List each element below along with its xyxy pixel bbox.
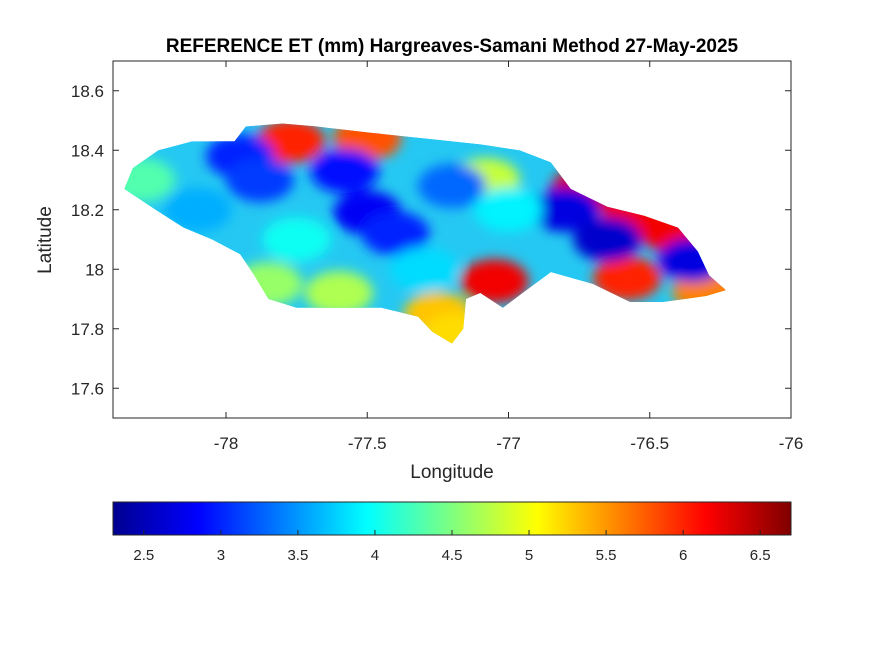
et-hotspot-16 [225, 158, 294, 202]
colorbar-tick-label: 5.5 [596, 547, 617, 564]
colorbar-tick-label: 4 [371, 547, 379, 564]
et-hotspot-17 [310, 149, 379, 194]
chart-title: REFERENCE ET (mm) Hargreaves-Samani Meth… [166, 36, 739, 57]
x-tick-label: -76 [779, 434, 804, 453]
y-axis-label: Latitude [35, 206, 56, 274]
colorbar [112, 501, 792, 536]
x-tick-label: -77.5 [348, 434, 387, 453]
et-hotspot-1 [257, 123, 325, 164]
et-hotspot-20 [418, 163, 486, 208]
y-tick-label: 17.6 [71, 379, 104, 398]
et-hotspot-27 [389, 247, 458, 292]
x-axis-label: Longitude [410, 462, 493, 483]
colorbar-tick-label: 5 [525, 547, 533, 564]
y-axis-ticks: 17.6 17.8 18 18.2 18.4 18.6 [71, 82, 791, 398]
et-hotspot-10 [593, 256, 662, 301]
colorbar-tick-label: 2.5 [133, 547, 154, 564]
et-hotspot-19 [361, 211, 430, 256]
colorbar-ticks: 2.5 3 3.5 4 4.5 5 5.5 6 6.5 [133, 530, 771, 564]
x-tick-label: -78 [214, 434, 239, 453]
colorbar-tick-label: 6.5 [750, 547, 771, 564]
x-tick-label: -77 [496, 434, 521, 453]
x-tick-label: -76.5 [630, 434, 669, 453]
et-hotspot-21 [531, 187, 599, 232]
x-axis-ticks: -78 -77.5 -77 -76.5 -76 [214, 61, 804, 453]
colorbar-tick-label: 3.5 [287, 547, 308, 564]
et-hotspot-26 [262, 217, 331, 262]
et-hotspot-24 [474, 187, 543, 232]
colorbar-tick-label: 3 [217, 547, 225, 564]
colorbar-tick-label: 6 [679, 547, 687, 564]
colorbar-tick-label: 4.5 [442, 547, 463, 564]
et-hotspot-4 [460, 259, 529, 304]
et-hotspot-25 [163, 187, 232, 232]
y-tick-label: 18.4 [71, 141, 104, 160]
et-hotspot-22 [573, 217, 642, 262]
y-tick-label: 18.2 [71, 201, 104, 220]
y-tick-label: 18.6 [71, 82, 104, 101]
y-tick-label: 17.8 [71, 320, 104, 339]
et-hotspot-12 [305, 271, 373, 315]
plot-frame [112, 60, 792, 419]
et-hotspot-14 [124, 158, 176, 202]
y-tick-label: 18 [85, 260, 104, 279]
